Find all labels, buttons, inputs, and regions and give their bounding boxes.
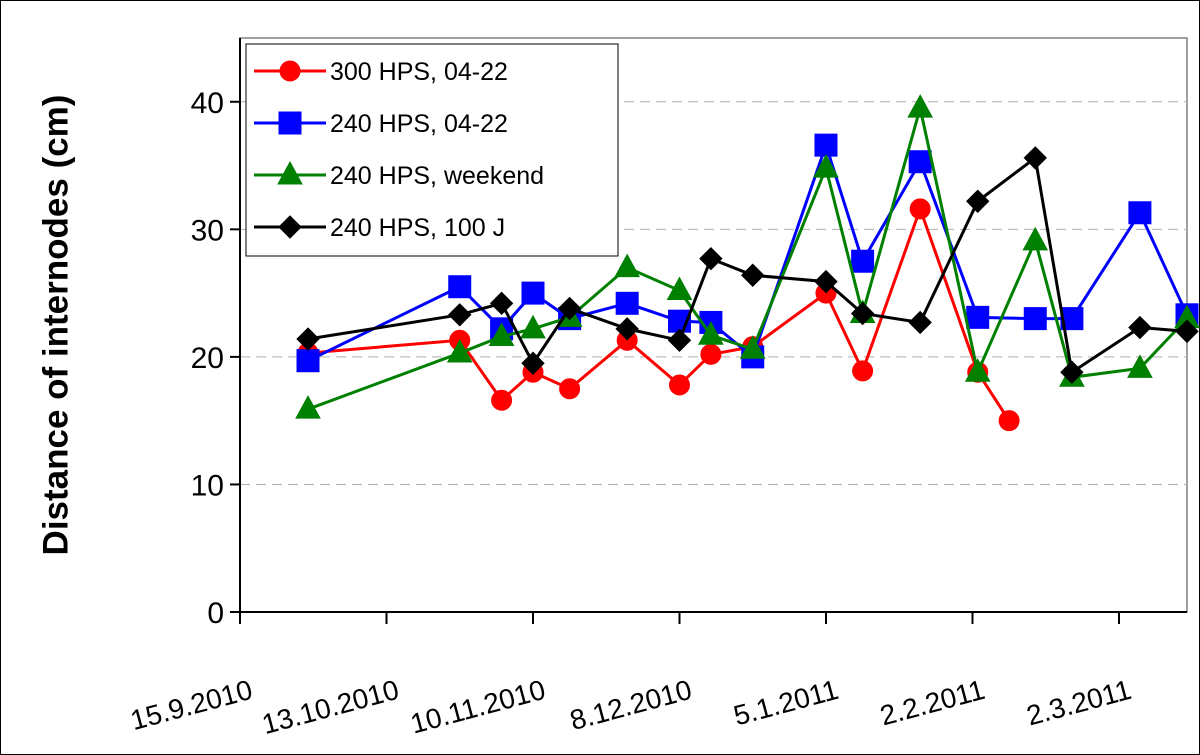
marker [448, 275, 472, 299]
legend-label: 240 HPS, 100 J [330, 214, 505, 242]
marker [741, 263, 765, 287]
marker [1060, 360, 1084, 384]
marker [615, 291, 639, 315]
legend-label: 240 HPS, 04-22 [330, 110, 508, 138]
marker [557, 296, 582, 321]
marker [1175, 319, 1199, 344]
legend-label: 240 HPS, weekend [330, 162, 544, 190]
marker [698, 321, 724, 345]
y-tick-label: 40 [191, 87, 224, 120]
marker [909, 198, 931, 220]
marker [966, 189, 990, 213]
marker [296, 327, 320, 351]
marker [295, 395, 321, 419]
legend-label: 300 HPS, 04-22 [330, 58, 508, 86]
marker [814, 269, 838, 294]
marker [699, 246, 723, 271]
y-tick-label: 0 [207, 597, 224, 630]
y-tick-label: 30 [191, 214, 224, 247]
marker [908, 310, 932, 335]
marker [739, 335, 766, 359]
marker [668, 374, 690, 396]
marker [448, 303, 472, 327]
y-axis-title: Distance of internodes (cm) [36, 95, 75, 556]
marker [667, 328, 692, 353]
marker [998, 410, 1020, 432]
legend-marker [278, 111, 302, 135]
marker [813, 154, 839, 178]
marker [850, 301, 875, 326]
marker [814, 133, 838, 157]
marker [1128, 201, 1152, 225]
y-tick-label: 10 [191, 469, 224, 502]
marker [296, 349, 320, 373]
marker [559, 378, 581, 400]
marker [908, 150, 932, 174]
legend-marker [277, 160, 303, 185]
marker [1128, 315, 1152, 340]
legend-marker [279, 60, 301, 82]
marker [700, 343, 722, 365]
marker [852, 360, 874, 382]
marker [964, 358, 991, 382]
marker [521, 281, 545, 305]
marker [488, 322, 515, 346]
marker [851, 249, 875, 273]
y-tick-label: 20 [191, 342, 224, 375]
legend-box [245, 43, 619, 257]
marker [907, 94, 934, 118]
marker [520, 314, 546, 339]
marker [615, 317, 639, 341]
legend-marker [278, 215, 302, 239]
marker [491, 389, 513, 411]
marker [489, 291, 514, 316]
marker [966, 305, 990, 329]
marker [521, 351, 545, 375]
marker [446, 339, 473, 363]
marker [1022, 226, 1049, 251]
marker [1127, 354, 1153, 378]
marker [1060, 307, 1084, 331]
marker [666, 276, 693, 301]
marker [1023, 307, 1047, 331]
marker [1023, 146, 1047, 170]
marker [614, 253, 641, 278]
